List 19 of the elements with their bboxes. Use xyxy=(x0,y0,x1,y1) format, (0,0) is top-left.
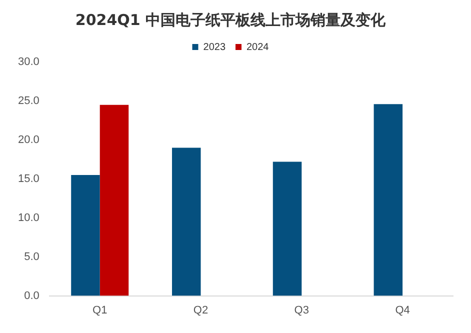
legend-label: 2023 xyxy=(203,42,226,53)
legend-label: 2024 xyxy=(246,42,270,53)
bar xyxy=(272,162,302,296)
y-tick-label: 20.0 xyxy=(18,134,40,146)
y-tick-label: 30.0 xyxy=(18,56,40,68)
x-tick-label: Q3 xyxy=(294,304,309,316)
y-tick-label: 15.0 xyxy=(18,172,40,185)
x-tick-label: Q4 xyxy=(395,304,410,316)
y-tick-label: 25.0 xyxy=(18,95,40,107)
bar xyxy=(71,175,100,296)
bar xyxy=(100,104,129,296)
y-tick-label: 5.0 xyxy=(24,250,40,263)
x-tick-label: Q2 xyxy=(193,304,208,316)
bar xyxy=(374,104,403,296)
y-tick-label: 0.0 xyxy=(24,290,40,302)
y-tick-label: 10.0 xyxy=(18,212,40,224)
x-tick-label: Q1 xyxy=(92,304,108,316)
bar xyxy=(172,148,201,296)
chart-title: 2024Q1 中国电子纸平板线上市场销量及变化 xyxy=(75,10,387,29)
